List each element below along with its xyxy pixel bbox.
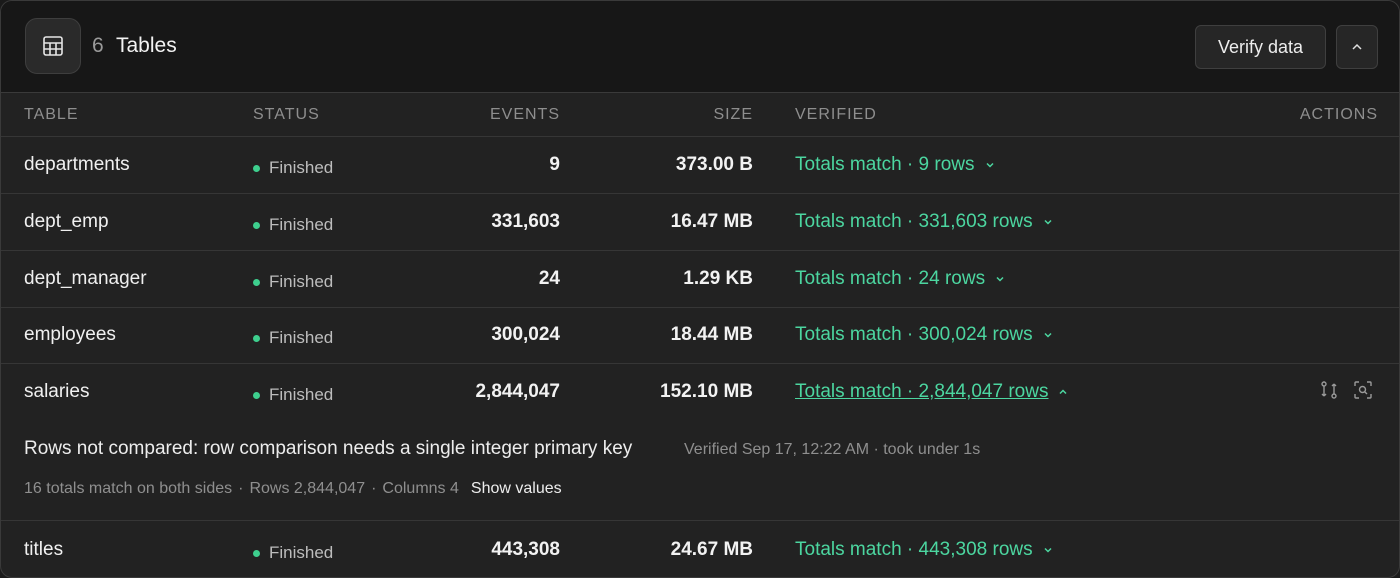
chevron-up-icon [1352, 43, 1362, 50]
verified-toggle[interactable]: Totals match · 2,844,047 rows [795, 381, 1069, 403]
status-text: Finished [269, 385, 334, 404]
totals-match-text: 16 totals match on both sides [24, 480, 233, 497]
events-count: 9 [549, 154, 560, 175]
verify-data-button[interactable]: Verify data [1195, 25, 1326, 69]
table-grid-icon [25, 18, 81, 74]
verified-text: Totals match · 2,844,047 rows [795, 381, 1049, 402]
verified-toggle[interactable]: Totals match · 331,603 rows [795, 211, 1054, 233]
row-actions [1319, 380, 1373, 405]
status-badge: Finished [253, 215, 333, 235]
table-header: TABLE STATUS EVENTS SIZE VERIFIED ACTION… [1, 93, 1399, 137]
events-count: 331,603 [491, 211, 560, 232]
table-row[interactable]: dept_manager Finished 24 1.29 KB Totals … [1, 251, 1399, 308]
status-text: Finished [269, 158, 334, 177]
table-row[interactable]: salaries Finished 2,844,047 152.10 MB To… [1, 364, 1399, 420]
verified-text: Totals match · 9 rows [795, 154, 975, 175]
events-count: 2,844,047 [475, 381, 560, 402]
separator: · [371, 480, 377, 497]
status-dot [253, 221, 260, 229]
status-text: Finished [269, 543, 334, 562]
panel-title: Tables [116, 34, 177, 57]
status-badge: Finished [253, 543, 333, 563]
chevron-up-icon [1057, 386, 1069, 398]
collapse-button[interactable] [1336, 25, 1378, 69]
chevron-down-icon [1042, 544, 1054, 556]
table-row[interactable]: employees Finished 300,024 18.44 MB Tota… [1, 307, 1399, 364]
chevron-down-icon [994, 273, 1006, 285]
status-dot [253, 278, 260, 286]
status-dot [253, 164, 260, 172]
column-header-size[interactable]: SIZE [713, 106, 753, 123]
column-header-actions: ACTIONS [1299, 106, 1378, 123]
detail-summary: 16 totals match on both sides · Rows 2,8… [24, 480, 562, 498]
panel-header: 6 Tables Verify data [1, 1, 1399, 93]
table-name: dept_emp [24, 211, 109, 232]
status-badge: Finished [253, 272, 333, 292]
events-count: 443,308 [491, 539, 560, 560]
separator: · [238, 480, 244, 497]
status-text: Finished [269, 328, 334, 347]
table-name: salaries [24, 381, 90, 402]
compare-icon[interactable] [1319, 380, 1339, 405]
verified-text: Totals match · 331,603 rows [795, 211, 1033, 232]
table-size: 24.67 MB [670, 539, 753, 560]
table-size: 18.44 MB [670, 324, 753, 345]
table-size: 1.29 KB [683, 268, 753, 289]
table-name: dept_manager [24, 268, 147, 289]
verified-text: Totals match · 443,308 rows [795, 539, 1033, 560]
verified-text: Totals match · 300,024 rows [795, 324, 1033, 345]
table-row[interactable]: dept_emp Finished 331,603 16.47 MB Total… [1, 194, 1399, 251]
status-badge: Finished [253, 328, 333, 348]
table-size: 16.47 MB [670, 211, 753, 232]
table-name: titles [24, 539, 64, 560]
status-dot [253, 549, 260, 557]
detail-message: Rows not compared: row comparison needs … [24, 438, 633, 459]
table-name: departments [24, 154, 130, 175]
verification-detail: Rows not compared: row comparison needs … [1, 420, 1399, 521]
table-name: employees [24, 324, 116, 345]
table-row[interactable]: departments Finished 9 373.00 B Totals m… [1, 137, 1399, 194]
verified-toggle[interactable]: Totals match · 9 rows [795, 154, 996, 176]
column-header-status[interactable]: STATUS [253, 106, 320, 123]
events-count: 300,024 [491, 324, 560, 345]
verified-toggle[interactable]: Totals match · 443,308 rows [795, 539, 1054, 561]
verified-text: Totals match · 24 rows [795, 268, 986, 289]
column-header-verified[interactable]: VERIFIED [795, 106, 877, 123]
chevron-down-icon [1042, 216, 1054, 228]
table-size: 373.00 B [675, 154, 753, 175]
verified-toggle[interactable]: Totals match · 300,024 rows [795, 324, 1054, 346]
rows-count-text: Rows 2,844,047 [249, 480, 366, 497]
inspect-icon[interactable] [1353, 380, 1373, 405]
status-text: Finished [269, 215, 334, 234]
column-header-events[interactable]: EVENTS [489, 106, 560, 123]
verified-timestamp: Verified Sep 17, 12:22 AM · took under 1… [684, 441, 981, 458]
status-badge: Finished [253, 385, 333, 405]
status-dot [253, 391, 260, 399]
verified-toggle[interactable]: Totals match · 24 rows [795, 268, 1006, 290]
chevron-down-icon [984, 159, 996, 171]
table-count: 6 [92, 34, 104, 57]
columns-count-text: Columns 4 [382, 480, 459, 497]
column-header-table[interactable]: TABLE [24, 106, 79, 123]
events-count: 24 [538, 268, 560, 289]
chevron-down-icon [1042, 329, 1054, 341]
status-text: Finished [269, 272, 334, 291]
show-values-link[interactable]: Show values [470, 480, 562, 497]
table-row[interactable]: titles Finished 443,308 24.67 MB Totals … [1, 522, 1399, 577]
table-size: 152.10 MB [660, 381, 753, 402]
status-dot [253, 334, 260, 342]
status-badge: Finished [253, 158, 333, 178]
